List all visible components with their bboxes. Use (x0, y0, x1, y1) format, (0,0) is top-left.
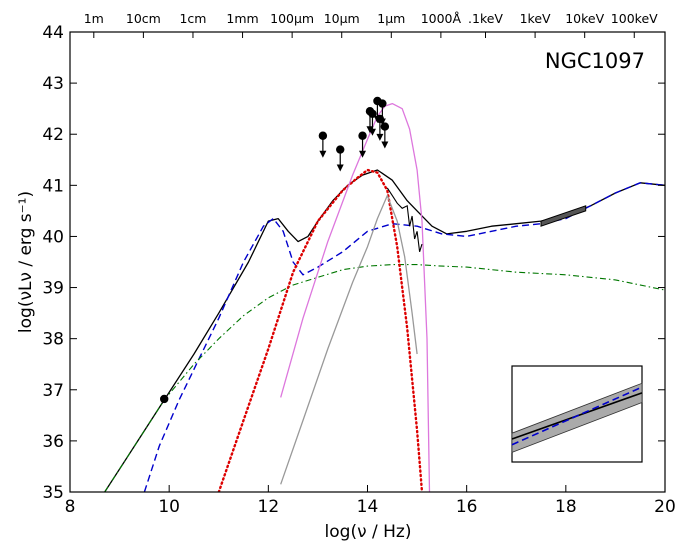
y-tick-label: 39 (42, 279, 64, 299)
y-tick-label: 43 (42, 74, 64, 94)
top-tick-label: 100keV (611, 11, 658, 26)
y-tick-label: 37 (42, 381, 64, 401)
inset-blue-dashed-line (511, 386, 643, 446)
x-tick-label: 10 (158, 497, 180, 517)
top-tick-label: 10keV (565, 11, 604, 26)
upper-limit-arrow-head (368, 128, 376, 136)
observed-point (318, 131, 328, 158)
observed-point (358, 131, 367, 158)
series-line-dust (217, 168, 424, 492)
y-tick-label: 42 (42, 125, 64, 145)
axes-layer: 8 10 12 14 16 18 20 35 36 37 38 39 40 41 42 43 44 1m 10cm 1… (42, 11, 675, 517)
observed-point (368, 109, 377, 136)
x-tick-label: 14 (357, 497, 379, 517)
upper-limit-arrow-head (359, 150, 367, 158)
observed-point (378, 99, 387, 126)
series-line-stars_magenta (280, 102, 431, 492)
y-tick-label: 38 (42, 330, 64, 350)
observed-point-marker (160, 394, 169, 404)
top-tick-label: 1keV (520, 11, 551, 26)
y-tick-label: 40 (42, 227, 64, 247)
top-tick-label: .1keV (468, 11, 503, 26)
observed-spectrum-line (386, 187, 423, 252)
y-tick-label: 44 (42, 23, 64, 43)
plot-area (104, 96, 665, 492)
top-tick-label: 10cm (126, 11, 161, 26)
top-tick-label: 1cm (179, 11, 206, 26)
series-line-stars_gray (280, 194, 418, 485)
x-tick-label: 12 (258, 497, 280, 517)
xray-bowtie (540, 205, 587, 227)
series-line-agn_model (143, 182, 665, 492)
y-tick-label: 36 (42, 432, 64, 452)
top-tick-label: 10μm (324, 11, 360, 26)
observed-point (160, 394, 169, 404)
y-tick-label: 41 (42, 176, 64, 196)
upper-limit-arrow-head (378, 118, 386, 126)
x-axis-label: log(ν / Hz) (325, 522, 412, 542)
upper-limit-arrow-head (336, 164, 344, 172)
top-tick-label: 1μm (377, 11, 405, 26)
top-tick-label: 1000Å (421, 11, 462, 26)
y-tick-label: 35 (42, 483, 64, 503)
inset-plot (511, 365, 643, 463)
inset-error-band (511, 382, 643, 453)
top-tick-label: 1m (84, 11, 104, 26)
x-tick-label: 16 (456, 497, 478, 517)
y-axis-label: log(νLν / erg s⁻¹) (16, 191, 36, 333)
inset-frame (511, 365, 643, 463)
x-tick-label: 20 (654, 497, 676, 517)
top-tick-label: 1mm (226, 11, 258, 26)
galaxy-name-annotation: NGC1097 (545, 49, 645, 73)
upper-limit-arrow-head (376, 133, 384, 141)
upper-limit-arrow-head (381, 141, 389, 149)
observed-point (336, 145, 345, 172)
upper-limit-arrow-head (319, 150, 327, 158)
x-tick-label: 8 (65, 497, 76, 517)
x-tick-label: 18 (555, 497, 577, 517)
observed-point (380, 122, 390, 149)
top-tick-label: 100μm (270, 11, 314, 26)
series-layer (104, 96, 665, 492)
